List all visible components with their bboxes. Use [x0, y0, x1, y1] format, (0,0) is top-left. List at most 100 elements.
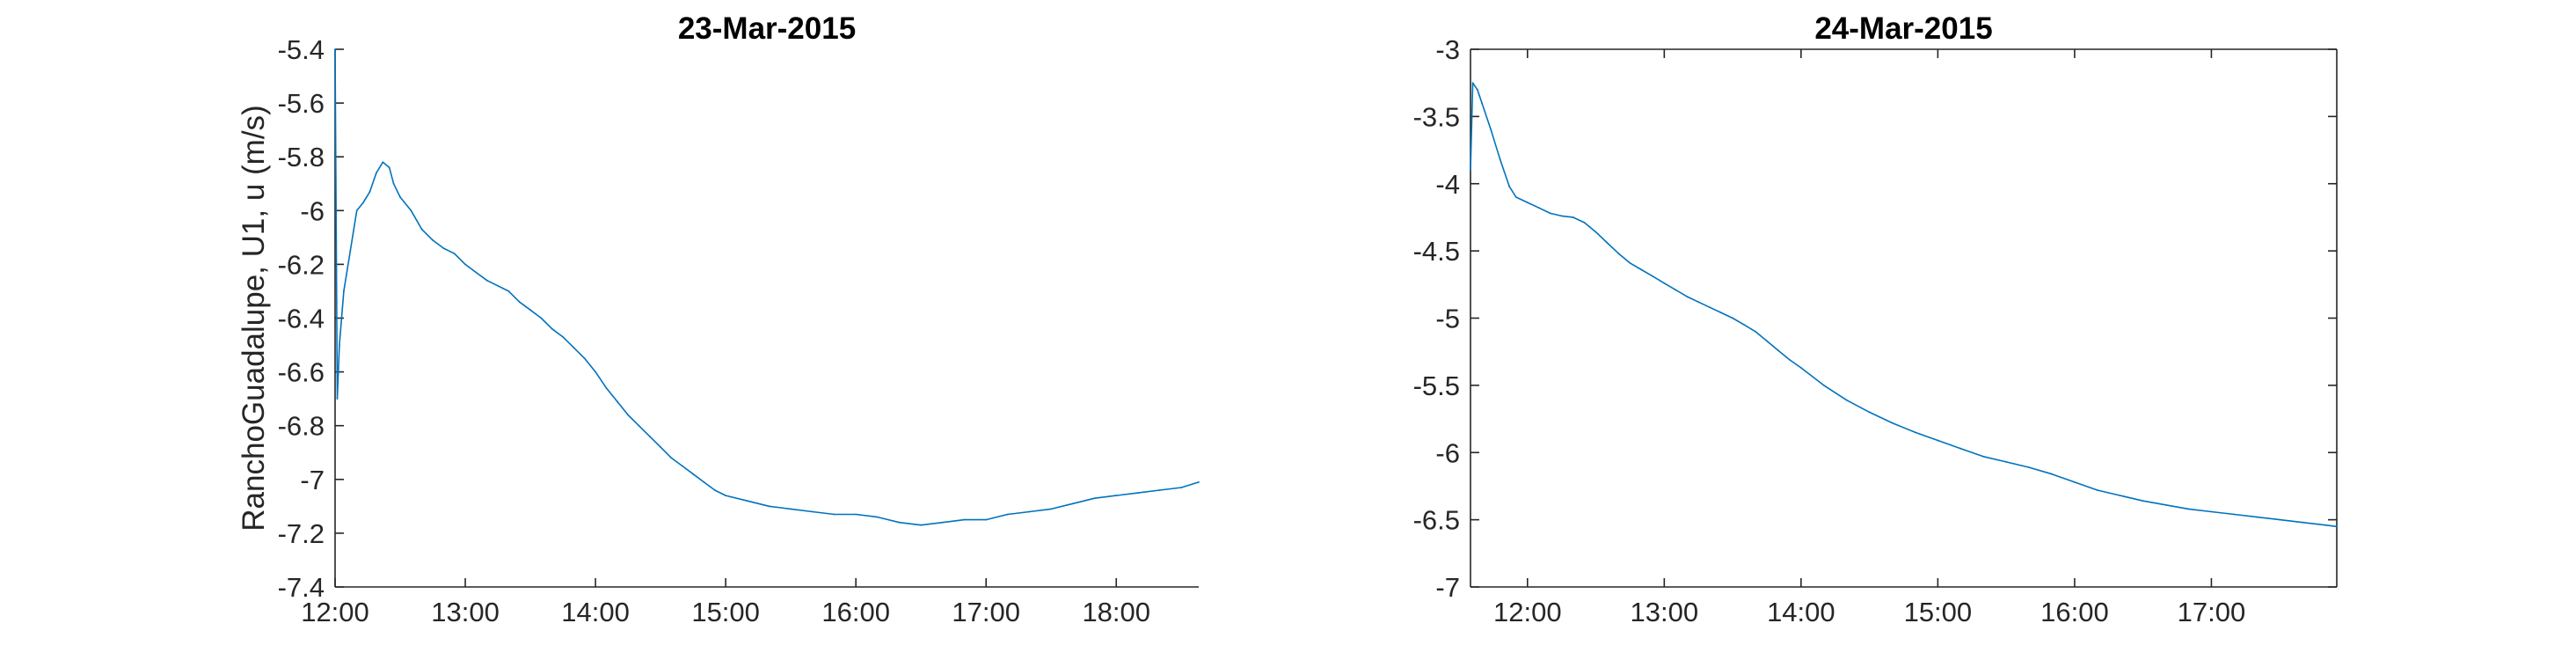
right-data-point — [1537, 207, 1540, 209]
left-data-point — [790, 508, 792, 510]
right-data-point — [1800, 367, 1802, 369]
right-y-tick-label: -4 — [1435, 169, 1460, 200]
right-data-point — [1476, 88, 1478, 91]
right-chart: 24-Mar-2015 -3 -3.5 -4 -4.5 -5 -5.5 -6 -6.5 -7 12:… — [1413, 11, 2338, 627]
right-data-point — [1914, 431, 1916, 434]
left-y-tick-label: -6.2 — [278, 249, 325, 280]
left-data-point — [573, 347, 575, 348]
left-data-point — [692, 473, 694, 475]
right-x-tick-label: 16:00 — [2040, 597, 2109, 627]
right-y-tick-label: -6.5 — [1413, 505, 1460, 536]
left-data-point — [1007, 513, 1009, 516]
left-y-tick-label: -5.8 — [278, 142, 325, 172]
left-data-point — [540, 317, 543, 319]
left-data-point — [670, 457, 673, 459]
left-data-point — [713, 489, 716, 491]
left-data-point — [1115, 495, 1118, 496]
right-data-point — [1594, 231, 1597, 233]
left-y-tick-label: -7.4 — [278, 572, 325, 603]
right-data-point — [1481, 102, 1483, 104]
right-data-point — [2256, 516, 2259, 518]
right-data-point — [1766, 340, 1768, 342]
left-data-point — [648, 436, 651, 437]
left-data-point — [453, 253, 456, 255]
right-data-point — [1777, 349, 1779, 352]
left-y-tick-label: -6.6 — [278, 357, 325, 388]
left-data-point — [616, 400, 618, 403]
left-data-point — [349, 250, 352, 252]
right-y-tick-label: -5 — [1435, 304, 1460, 334]
right-data-point — [2324, 524, 2326, 526]
right-data-point — [2164, 503, 2167, 506]
right-y-tick-label: -3.5 — [1413, 101, 1460, 132]
right-chart-title: 24-Mar-2015 — [1814, 11, 1992, 46]
right-data-point — [2279, 518, 2281, 521]
right-data-point — [1470, 169, 1471, 172]
left-data-point — [1158, 489, 1161, 491]
left-data-point — [355, 209, 358, 212]
right-data-point — [1868, 411, 1871, 414]
right-data-point — [1499, 158, 1501, 161]
left-data-point — [334, 48, 336, 50]
right-data-point — [1526, 202, 1529, 204]
left-data-point — [811, 510, 814, 513]
right-data-point — [1675, 289, 1677, 291]
left-data-point — [362, 202, 364, 204]
right-data-point — [1959, 447, 1962, 450]
left-y-tick-label: -6.4 — [278, 304, 325, 334]
left-data-point — [485, 279, 488, 282]
right-y-tick-label: -7 — [1435, 572, 1460, 603]
right-x-tick-label: 15:00 — [1904, 597, 1973, 627]
right-data-point — [2005, 461, 2008, 463]
left-data-point — [963, 518, 966, 521]
left-data-point — [725, 495, 726, 496]
left-data-point — [518, 301, 521, 304]
right-data-point — [1982, 455, 1985, 458]
left-data-point — [768, 505, 770, 508]
right-data-point — [1514, 196, 1517, 198]
left-data-point — [855, 513, 857, 516]
left-data-point — [1050, 508, 1053, 510]
right-data-point — [1617, 253, 1620, 255]
right-x-tick-label: 14:00 — [1767, 597, 1835, 627]
right-data-point — [1755, 330, 1756, 333]
left-x-tick-label: 12:00 — [301, 597, 369, 627]
left-data-point — [703, 481, 705, 483]
right-data-point — [1732, 317, 1733, 319]
left-x-tick-label: 14:00 — [561, 597, 630, 627]
left-data-point — [1072, 502, 1074, 505]
right-data-point — [2142, 500, 2144, 502]
right-data-point — [2187, 508, 2190, 510]
right-data-point — [1743, 324, 1745, 326]
left-data-point — [605, 387, 608, 389]
left-data-point — [529, 309, 531, 312]
left-data-point — [432, 239, 434, 241]
left-data-point — [410, 209, 412, 212]
left-chart-title: 23-Mar-2015 — [678, 11, 856, 46]
right-data-point — [1583, 222, 1586, 224]
left-y-tick-label: -7.2 — [278, 518, 325, 549]
right-data-point — [1822, 385, 1825, 386]
left-x-tick-label: 16:00 — [821, 597, 890, 627]
right-data-point — [1937, 439, 1939, 442]
left-x-tick-label: 15:00 — [691, 597, 760, 627]
left-data-point — [376, 172, 377, 174]
right-y-tick-label: -3 — [1435, 34, 1460, 65]
left-data-point — [497, 284, 499, 287]
left-data-point — [1093, 497, 1096, 500]
left-data-point — [475, 271, 478, 274]
left-data-point — [464, 263, 466, 266]
right-data-point — [1891, 422, 1894, 424]
left-data-point — [985, 518, 988, 521]
right-data-point — [1663, 282, 1666, 284]
right-data-point — [1606, 242, 1609, 244]
left-data-point — [920, 524, 923, 526]
right-data-point — [1709, 306, 1711, 309]
right-data-point — [1549, 212, 1551, 215]
left-data-point — [627, 414, 629, 416]
right-data-point — [1490, 128, 1492, 131]
left-data-point — [1180, 487, 1183, 488]
left-data-point — [369, 191, 371, 193]
